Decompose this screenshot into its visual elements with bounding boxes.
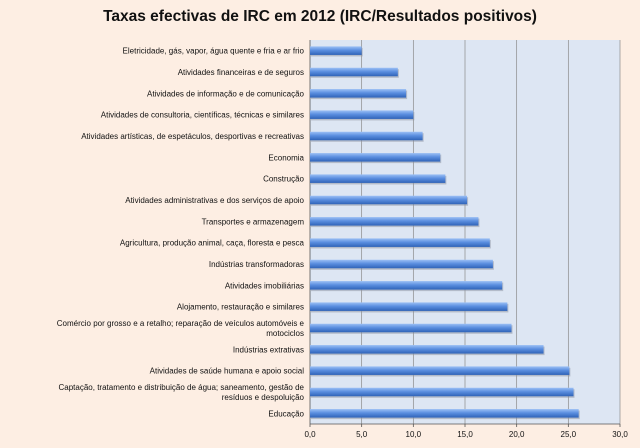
bar: [310, 387, 574, 397]
bar: [310, 259, 493, 269]
bar: [310, 281, 503, 290]
category-label: Atividades administrativas e dos serviço…: [125, 196, 304, 205]
bar: [310, 195, 468, 205]
bar: [310, 323, 512, 333]
x-tick-label: 10,0: [406, 430, 422, 439]
bar: [310, 67, 398, 77]
category-label: Atividades de informação e de comunicaçã…: [147, 89, 305, 98]
bar: [310, 409, 579, 418]
x-tick-label: 5,0: [356, 430, 368, 439]
category-label: Indústrias transformadoras: [209, 260, 304, 269]
bar: [310, 217, 479, 226]
bar: [310, 174, 446, 183]
bar: [310, 345, 544, 354]
category-label: Captação, tratamento e distribuição de á…: [59, 383, 305, 402]
bar: [310, 366, 570, 375]
x-tick-label: 0,0: [304, 430, 316, 439]
category-label: Atividades de consultoria, científicas, …: [101, 111, 304, 120]
category-label: Agricultura, produção animal, caça, flor…: [120, 239, 305, 248]
bar: [310, 131, 423, 141]
bar: [310, 110, 414, 119]
x-tick-label: 30,0: [612, 430, 628, 439]
category-label: Economia: [268, 153, 304, 162]
category-label: Atividades financeiras e de seguros: [178, 68, 304, 77]
category-label: Indústrias extrativas: [233, 345, 304, 354]
x-tick-label: 25,0: [561, 430, 577, 439]
bar: [310, 89, 407, 98]
category-label: Construção: [263, 175, 304, 184]
bar: [310, 302, 508, 311]
category-label: Comércio por grosso e a retalho; reparaç…: [57, 319, 305, 338]
category-label: Atividades de saúde humana e apoio socia…: [150, 367, 305, 376]
bar: [310, 153, 441, 162]
bar: [310, 238, 490, 247]
category-label: Atividades imobiliárias: [225, 281, 304, 290]
category-label: Atividades artísticas, de espetáculos, d…: [81, 132, 304, 141]
category-label: Alojamento, restauração e similares: [177, 303, 304, 312]
category-label: Educação: [268, 409, 304, 418]
category-label: Transportes e armazenagem: [202, 217, 305, 226]
x-tick-label: 15,0: [457, 430, 473, 439]
category-label: Eletricidade, gás, vapor, água quente e …: [123, 47, 305, 56]
bar: [310, 46, 362, 55]
x-tick-label: 20,0: [509, 430, 525, 439]
chart-title: Taxas efectivas de IRC em 2012 (IRC/Resu…: [103, 8, 537, 25]
